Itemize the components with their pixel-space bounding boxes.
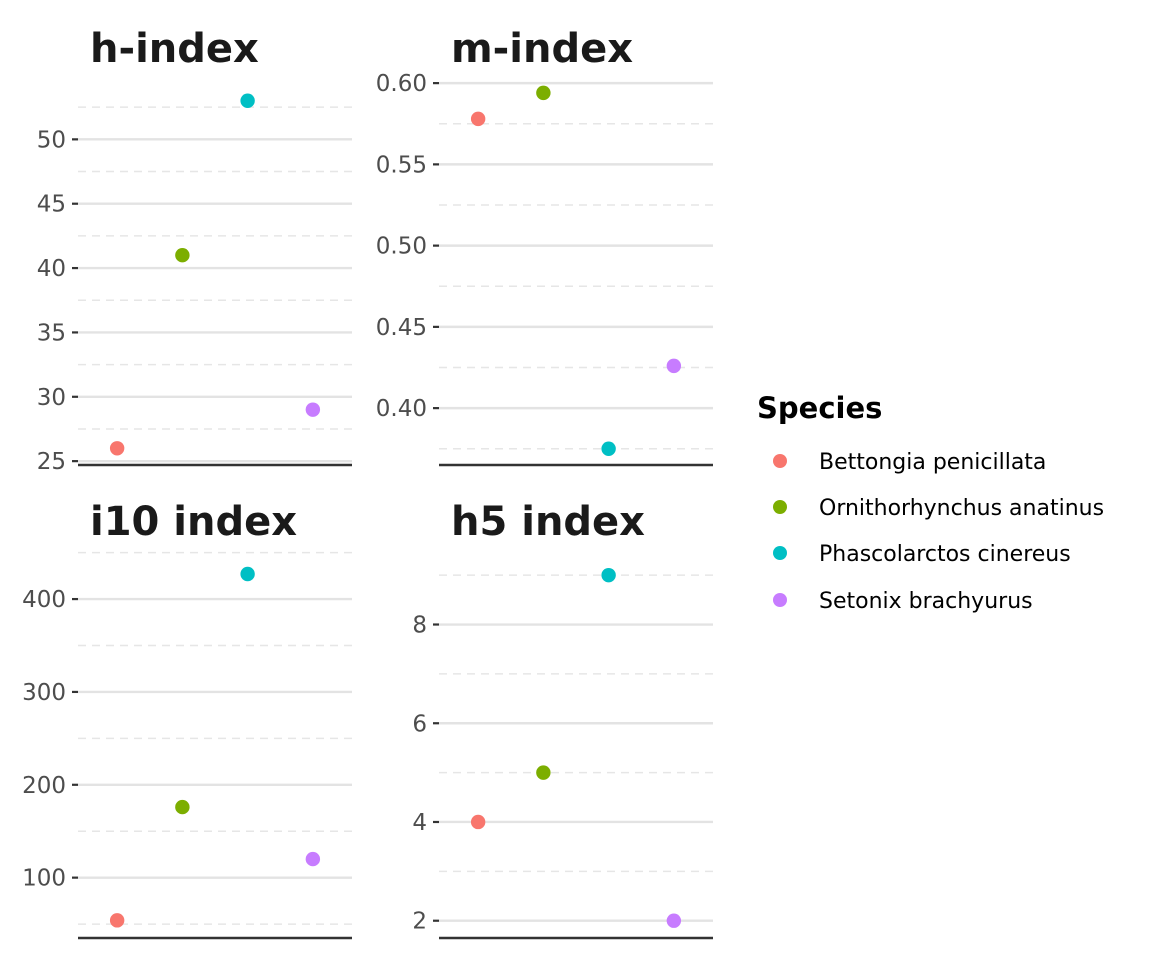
legend-label-setonix: Setonix brachyurus [819,589,1033,614]
plot-area-i10-index: 100 200 300 400 [22,551,352,940]
panel-h5-index: h5 index 2 4 6 8 [412,499,713,940]
y-tick-label: 25 [37,449,66,475]
panel-i10-index: i10 index 100 200 300 400 [22,499,352,940]
plot-area-m-index: 0.40 0.45 0.50 0.55 0.60 [376,71,713,467]
point-ornithorhynchus-anatinus [536,85,551,101]
legend-label-phascolarctos: Phascolarctos cinereus [819,542,1071,567]
point-setonix-brachyurus [666,913,682,928]
plot-area-h5-index: 2 4 6 8 [412,567,713,940]
point-phascolarctos-cinereus [240,566,255,582]
point-setonix-brachyurus [666,358,682,374]
y-tick-label: 35 [37,320,66,346]
point-setonix-brachyurus [305,402,321,417]
y-tick-label: 0.45 [376,315,427,341]
point-bettongia-penicillata [470,111,486,127]
point-bettongia-penicillata [109,913,125,928]
y-tick-label: 200 [22,773,66,799]
legend-key-bettongia [773,454,787,468]
y-tick-label: 4 [412,810,427,836]
y-tick-label: 0.50 [376,234,427,260]
y-tick-label: 40 [37,256,66,282]
y-tick-label: 0.40 [376,396,427,422]
panel-m-index: m-index 0.40 0.45 0.50 0.55 0.60 [376,26,713,467]
y-tick-label: 400 [22,587,66,613]
legend-item-1: Ornithorhynchus anatinus [773,496,1104,521]
y-tick-label: 8 [412,613,427,639]
legend-label-ornithorhynchus: Ornithorhynchus anatinus [819,496,1104,521]
panel-h-index: h-index 25 30 35 40 45 50 [37,26,352,475]
point-phascolarctos-cinereus [601,567,616,583]
legend-item-2: Phascolarctos cinereus [773,542,1071,567]
legend: Species Bettongia penicillata Ornithorhy… [757,391,1104,614]
legend-item-0: Bettongia penicillata [773,450,1046,475]
panel-title-h5-index: h5 index [451,499,645,545]
point-ornithorhynchus-anatinus [175,247,190,263]
y-tick-label: 45 [37,192,66,218]
y-tick-label: 2 [412,909,427,935]
legend-key-phascolarctos [773,546,787,560]
legend-title: Species [757,391,882,425]
legend-label-bettongia: Bettongia penicillata [819,450,1046,475]
y-tick-label: 0.55 [376,152,427,178]
y-tick-label: 30 [37,385,66,411]
y-tick-label: 6 [412,711,427,737]
plot-area-h-index: 25 30 35 40 45 50 [37,93,352,475]
point-bettongia-penicillata [470,814,486,830]
legend-key-setonix [773,593,787,607]
y-tick-label: 0.60 [376,71,427,97]
y-tick-label: 50 [37,127,66,153]
legend-item-3: Setonix brachyurus [773,589,1033,614]
point-phascolarctos-cinereus [601,441,616,456]
legend-key-ornithorhynchus [773,500,787,514]
panel-title-i10-index: i10 index [90,499,297,545]
y-tick-label: 300 [22,680,66,706]
panel-title-m-index: m-index [451,26,633,72]
point-bettongia-penicillata [109,441,125,456]
point-ornithorhynchus-anatinus [536,765,551,780]
point-setonix-brachyurus [305,851,321,867]
panel-title-h-index: h-index [90,26,259,72]
point-phascolarctos-cinereus [240,93,255,108]
point-ornithorhynchus-anatinus [175,799,190,815]
y-tick-label: 100 [22,866,66,892]
